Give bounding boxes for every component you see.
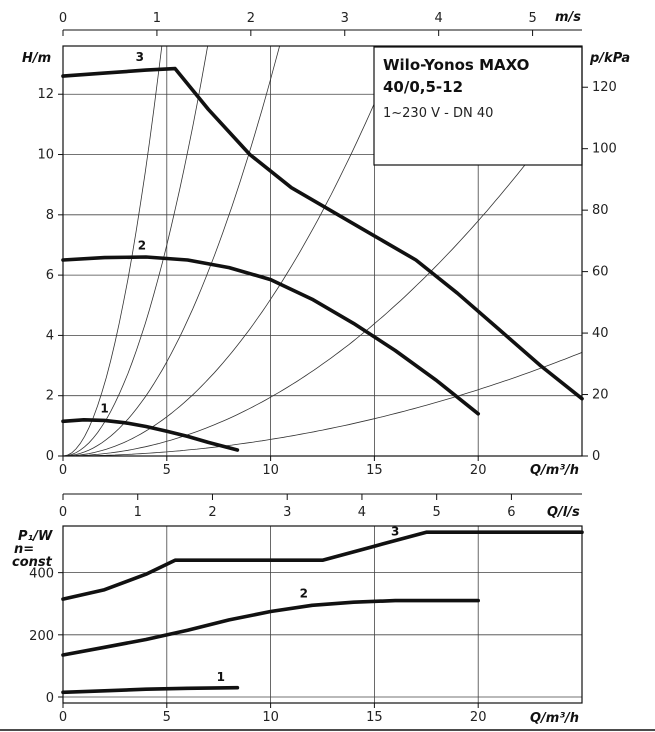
top-rtick-label: 0 bbox=[592, 449, 600, 464]
bottom-lstick-label: 5 bbox=[433, 505, 441, 520]
top-ytick-label: 10 bbox=[37, 148, 54, 163]
top-ylabel: H/m bbox=[22, 51, 51, 66]
bottom-xtick-label: 5 bbox=[163, 710, 171, 725]
chart-subtitle: 1~230 V - DN 40 bbox=[383, 106, 493, 121]
bottom-plot-frame bbox=[62, 525, 583, 704]
top-xtick-label: 20 bbox=[470, 463, 487, 478]
title-box bbox=[373, 46, 583, 166]
pump-curve-3 bbox=[61, 66, 584, 401]
bottom-xlabel-ls: Q/l/s bbox=[547, 505, 580, 520]
top-vtick-label: 5 bbox=[528, 11, 536, 26]
top-vtick-label: 2 bbox=[247, 11, 255, 26]
curve-label-1: 1 bbox=[100, 401, 108, 415]
system-curve bbox=[63, 88, 582, 456]
power-label-3: 3 bbox=[391, 525, 399, 539]
power-curve-2 bbox=[61, 598, 480, 657]
bottom-lstick-label: 3 bbox=[283, 505, 291, 520]
chart-title: Wilo-Yonos MAXO 40/0,5-12 bbox=[383, 56, 529, 96]
bottom-xtick-label: 15 bbox=[366, 710, 383, 725]
bottom-curves: 1 2 3 bbox=[61, 525, 584, 695]
top-xlabel-velocity: m/s bbox=[555, 10, 581, 25]
bottom-ylabel-const: const bbox=[12, 555, 53, 570]
bottom-ytick-label: 200 bbox=[29, 629, 54, 644]
curve-label-3: 3 bbox=[136, 50, 144, 64]
system-curve bbox=[63, 46, 400, 456]
top-rtick-label: 80 bbox=[592, 203, 609, 218]
bottom-lstick-label: 0 bbox=[59, 505, 67, 520]
bottom-lstick-label: 6 bbox=[507, 505, 515, 520]
power-curve-3 bbox=[61, 530, 584, 601]
top-rtick-label: 120 bbox=[592, 80, 617, 95]
top-xtick-label: 0 bbox=[59, 463, 67, 478]
top-plot-frame bbox=[62, 45, 583, 457]
power-curve-1 bbox=[61, 685, 240, 695]
power-label-2: 2 bbox=[300, 587, 308, 601]
bottom-ylabel: P₁/W bbox=[18, 529, 53, 544]
bottom-grid bbox=[62, 526, 582, 703]
bottom-xtick-label: 10 bbox=[262, 710, 279, 725]
bottom-lstick-label: 4 bbox=[358, 505, 366, 520]
bottom-lstick-label: 1 bbox=[134, 505, 142, 520]
top-vtick-label: 0 bbox=[59, 11, 67, 26]
bottom-lstick-label: 2 bbox=[208, 505, 216, 520]
top-ytick-label: 8 bbox=[46, 208, 54, 223]
top-ytick-label: 12 bbox=[37, 87, 54, 102]
top-chart: Wilo-Yonos MAXO 40/0,5-12 1~230 V - DN 40… bbox=[22, 10, 630, 478]
top-ytick-label: 2 bbox=[46, 389, 54, 404]
system-curve bbox=[63, 46, 281, 456]
curve-label-2: 2 bbox=[138, 239, 146, 253]
top-xtick-label: 5 bbox=[163, 463, 171, 478]
top-ytick-label: 0 bbox=[46, 449, 54, 464]
pump-curve-2 bbox=[61, 255, 480, 416]
top-ytick-label: 4 bbox=[46, 328, 54, 343]
top-vtick-label: 1 bbox=[153, 11, 161, 26]
bottom-ylabel-n: n= bbox=[14, 542, 34, 557]
top-xtick-label: 15 bbox=[366, 463, 383, 478]
pump-curve-1 bbox=[61, 418, 240, 452]
bottom-xtick-label: 20 bbox=[470, 710, 487, 725]
top-system-curves bbox=[63, 46, 582, 456]
bottom-ytick-label: 0 bbox=[46, 691, 54, 706]
top-rtick-label: 20 bbox=[592, 388, 609, 403]
system-curve bbox=[63, 46, 163, 456]
bottom-ytick-label: 400 bbox=[29, 567, 54, 582]
top-xtick-label: 10 bbox=[262, 463, 279, 478]
bottom-xlabel: Q/m³/h bbox=[530, 711, 579, 726]
top-curves: 1 2 3 bbox=[61, 50, 584, 452]
top-vtick-label: 4 bbox=[435, 11, 443, 26]
top-vtick-label: 3 bbox=[341, 11, 349, 26]
bottom-xtick-label: 0 bbox=[59, 710, 67, 725]
top-ylabel-right: p/kPa bbox=[589, 51, 630, 66]
system-curve bbox=[63, 352, 582, 456]
system-curve bbox=[63, 46, 209, 456]
power-label-1: 1 bbox=[217, 670, 225, 684]
top-rtick-label: 40 bbox=[592, 326, 609, 341]
top-ytick-label: 6 bbox=[46, 268, 54, 283]
top-rtick-label: 60 bbox=[592, 265, 609, 280]
top-rtick-label: 100 bbox=[592, 142, 617, 157]
top-xlabel: Q/m³/h bbox=[530, 463, 579, 478]
